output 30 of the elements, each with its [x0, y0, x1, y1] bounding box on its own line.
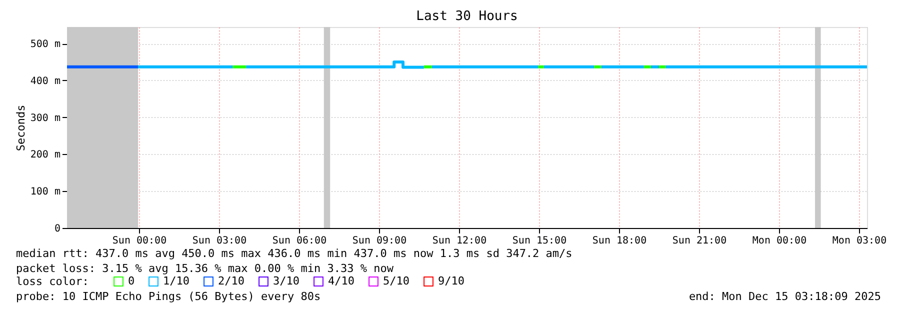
y-axis-title: Seconds [14, 104, 28, 152]
legend-label: 3/10 [273, 274, 300, 288]
y-tick-label: 500 m [30, 39, 60, 50]
x-tick-label: Sun 12:00 [432, 236, 487, 246]
legend-label: 4/10 [328, 274, 354, 288]
legend-title: loss color: [16, 275, 89, 288]
x-tick-label: Mon 03:00 [832, 236, 887, 246]
y-tick-label: 100 m [30, 186, 60, 198]
x-tick-label: Sun 18:00 [592, 236, 647, 246]
text: probe: 10 ICMP Echo Pings (56 Bytes) every 80s [16, 290, 321, 303]
x-tick-label: Sun 00:00 [112, 236, 167, 246]
y-tick-label: 300 m [30, 112, 60, 124]
text: median rtt: 437.0 ms avg 450.0 ms max 436.0 ms min 437.0 ms now 1.3 ms sd 347.2 am/s [16, 247, 572, 260]
x-tick-label: Mon 00:00 [752, 236, 807, 246]
legend-label: 9/10 [438, 274, 464, 288]
y-tick-label: 400 m [30, 76, 60, 87]
legend-label: 0 [128, 274, 135, 288]
y-tick-label: 200 m [30, 150, 60, 161]
x-tick-label: Sun 06:00 [272, 236, 327, 246]
x-tick-label: Sun 21:00 [672, 236, 727, 246]
text: end: Mon Dec 15 03:18:09 2025 [688, 290, 881, 303]
x-tick-label: Sun 09:00 [352, 236, 407, 246]
y-tick-label: 0 [54, 224, 60, 234]
legend-label: 2/10 [218, 274, 244, 288]
chart-title: Last 30 Hours [416, 9, 518, 24]
x-tick-label: Sun 03:00 [192, 236, 247, 246]
text: packet loss: 3.15 % avg 15.36 % max 0.00 % min 3.33 % now [16, 262, 394, 275]
x-tick-label: Sun 15:00 [512, 236, 567, 246]
legend-label: 5/10 [383, 274, 410, 288]
legend-label: 1/10 [163, 274, 190, 288]
